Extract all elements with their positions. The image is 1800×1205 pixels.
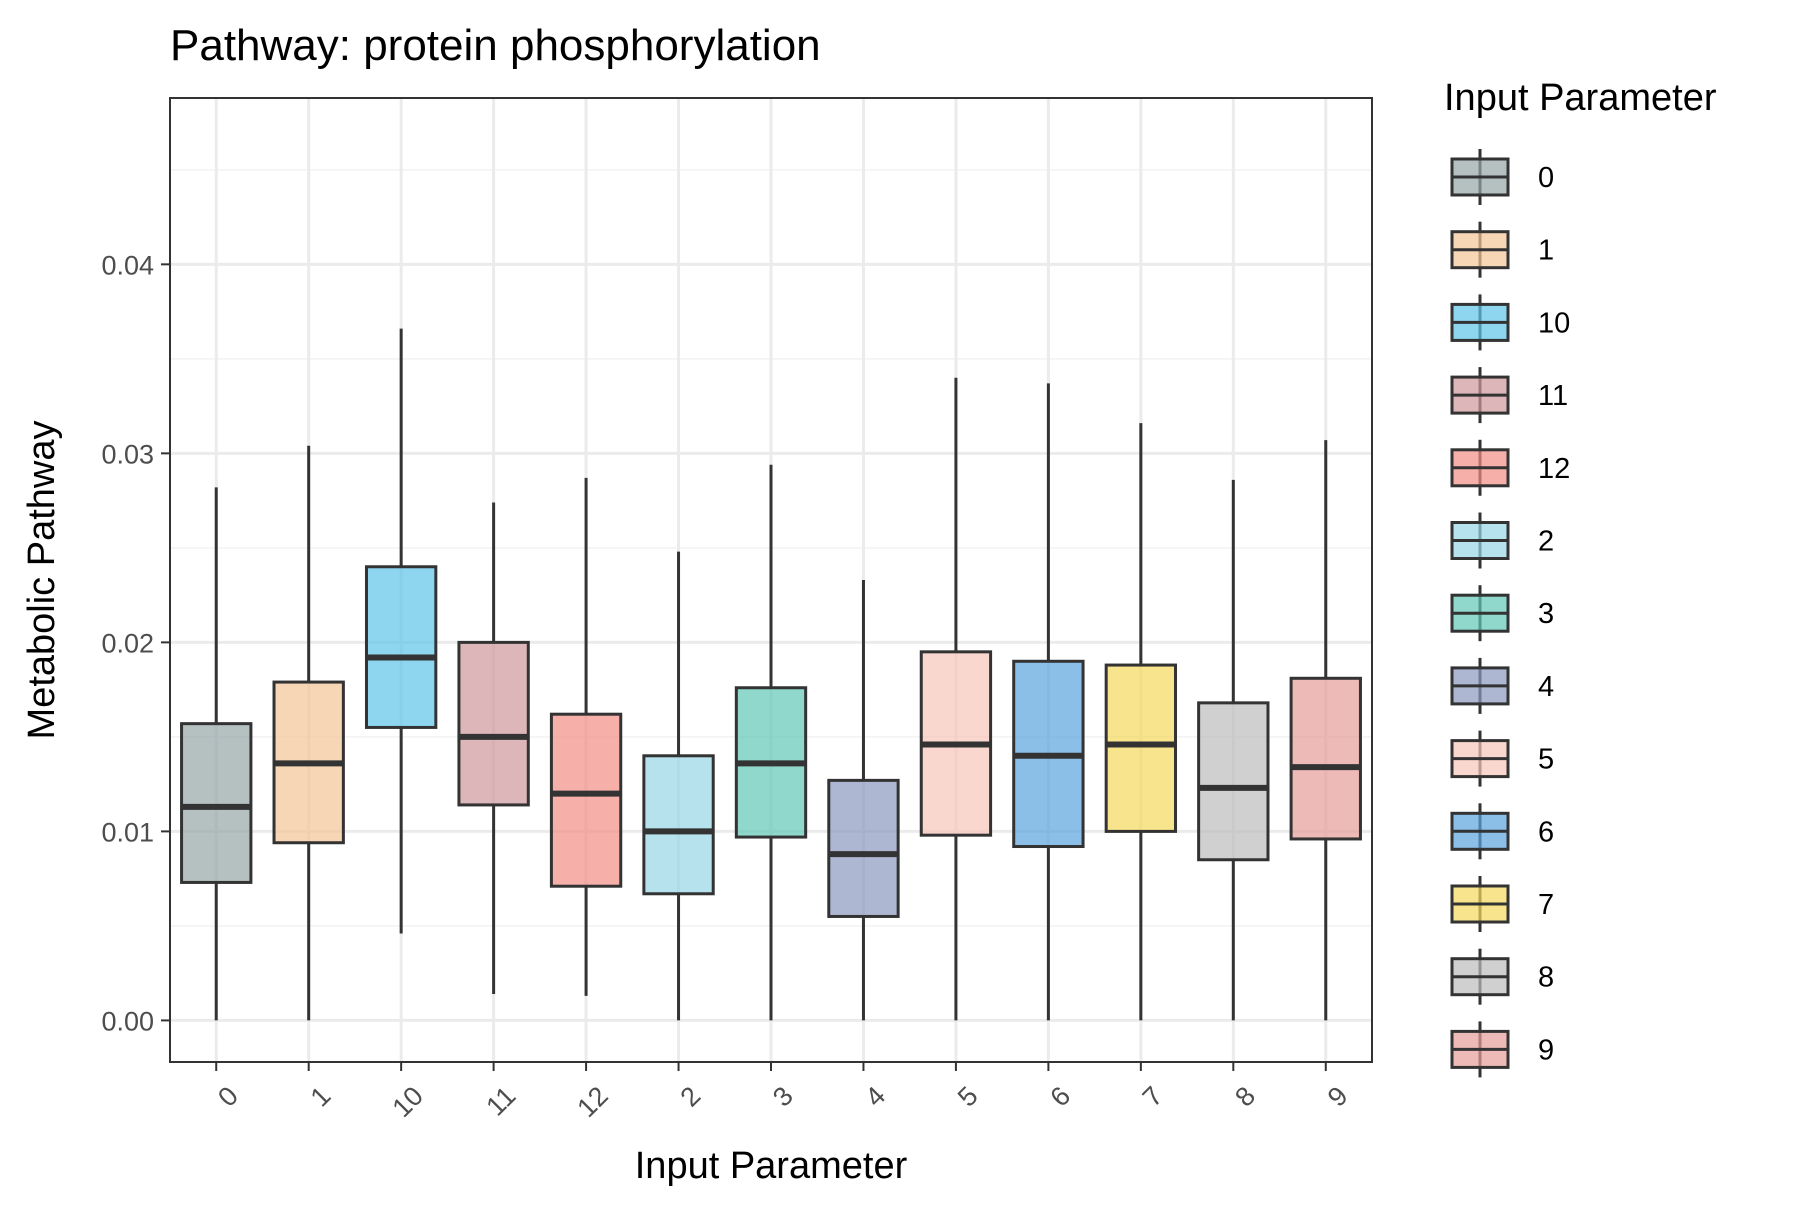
y-axis-title: Metabolic Pathway [21, 421, 63, 740]
legend-label: 0 [1538, 162, 1554, 194]
box-iqr [1289, 676, 1362, 841]
legend-item-5: 5 [1450, 730, 1554, 787]
legend-label: 8 [1538, 962, 1554, 994]
y-tick-label: 0.03 [101, 439, 154, 469]
box-6 [1012, 383, 1085, 1021]
x-tick-label: 9 [1322, 1081, 1354, 1113]
box-iqr [1197, 701, 1270, 862]
plot-area: 0.00 0.01 0.02 0.03 0.04 0 1 10 11 12 2 3 4 5 6 7 8 9 [101, 97, 1373, 1123]
box-5 [919, 377, 993, 1021]
box-4 [827, 580, 900, 1021]
legend-item-12: 12 [1450, 439, 1570, 496]
y-axis: 0.00 0.01 0.02 0.03 0.04 [101, 250, 170, 1036]
legend-label: 10 [1538, 307, 1570, 339]
box-iqr [180, 722, 253, 884]
x-tick-label: 5 [952, 1081, 984, 1113]
x-axis-title: Input Parameter [635, 1145, 908, 1187]
legend-item-1: 1 [1450, 221, 1554, 278]
box-2 [642, 551, 715, 1021]
legend-title: Input Parameter [1444, 77, 1717, 119]
box-iqr [827, 778, 900, 918]
box-iqr [364, 565, 438, 729]
legend-label: 12 [1538, 453, 1570, 485]
legend-label: 7 [1538, 889, 1554, 921]
legend-item-10: 10 [1450, 294, 1570, 351]
legend-label: 5 [1538, 744, 1554, 776]
legend-item-8: 8 [1450, 948, 1554, 1005]
legend-label: 11 [1538, 380, 1568, 412]
chart-title: Pathway: protein phosphorylation [170, 21, 821, 70]
box-1 [272, 445, 345, 1021]
y-tick-label: 0.02 [101, 628, 154, 658]
legend-item-2: 2 [1450, 512, 1554, 569]
box-0 [180, 487, 253, 1021]
legend-label: 6 [1538, 816, 1554, 848]
x-tick-label: 2 [675, 1081, 707, 1113]
x-tick-label: 3 [767, 1081, 799, 1113]
x-tick-label: 10 [387, 1081, 429, 1123]
y-tick-label: 0.01 [101, 817, 154, 847]
y-tick-label: 0.00 [101, 1006, 154, 1036]
y-tick-label: 0.04 [101, 250, 154, 280]
legend-item-9: 9 [1450, 1021, 1554, 1078]
box-3 [734, 464, 808, 1021]
legend-item-7: 7 [1450, 876, 1554, 932]
box-7 [1104, 423, 1178, 1021]
x-tick-label: 12 [571, 1081, 613, 1123]
legend-label: 3 [1538, 598, 1554, 630]
legend: Input Parameter 0 1 10 11 12 2 3 4 5 6 7 8 9 [1444, 77, 1717, 1078]
box-11 [457, 502, 530, 994]
legend-item-11: 11 [1450, 367, 1568, 424]
box-12 [549, 477, 623, 996]
box-iqr [457, 640, 530, 807]
legend-label: 1 [1538, 235, 1554, 267]
x-axis: 0 1 10 11 12 2 3 4 5 6 7 8 9 [212, 1062, 1354, 1123]
x-tick-label: 0 [212, 1081, 244, 1113]
legend-item-6: 6 [1450, 803, 1554, 860]
legend-label: 4 [1538, 671, 1554, 703]
legend-item-0: 0 [1450, 149, 1554, 205]
box-iqr [549, 712, 623, 888]
x-tick-label: 11 [480, 1081, 521, 1122]
legend-item-4: 4 [1450, 657, 1554, 714]
box-9 [1289, 440, 1362, 1021]
box-iqr [1104, 663, 1178, 833]
x-tick-label: 6 [1044, 1081, 1076, 1113]
box-iqr [642, 754, 715, 896]
x-tick-label: 8 [1229, 1081, 1261, 1113]
legend-label: 9 [1538, 1034, 1554, 1066]
x-tick-label: 4 [859, 1081, 891, 1113]
box-10 [364, 328, 438, 934]
x-tick-label: 7 [1137, 1081, 1169, 1113]
x-tick-label: 1 [305, 1081, 337, 1113]
legend-label: 2 [1538, 526, 1554, 558]
boxes [180, 328, 1362, 1021]
box-8 [1197, 479, 1270, 1021]
legend-item-3: 3 [1450, 585, 1554, 642]
